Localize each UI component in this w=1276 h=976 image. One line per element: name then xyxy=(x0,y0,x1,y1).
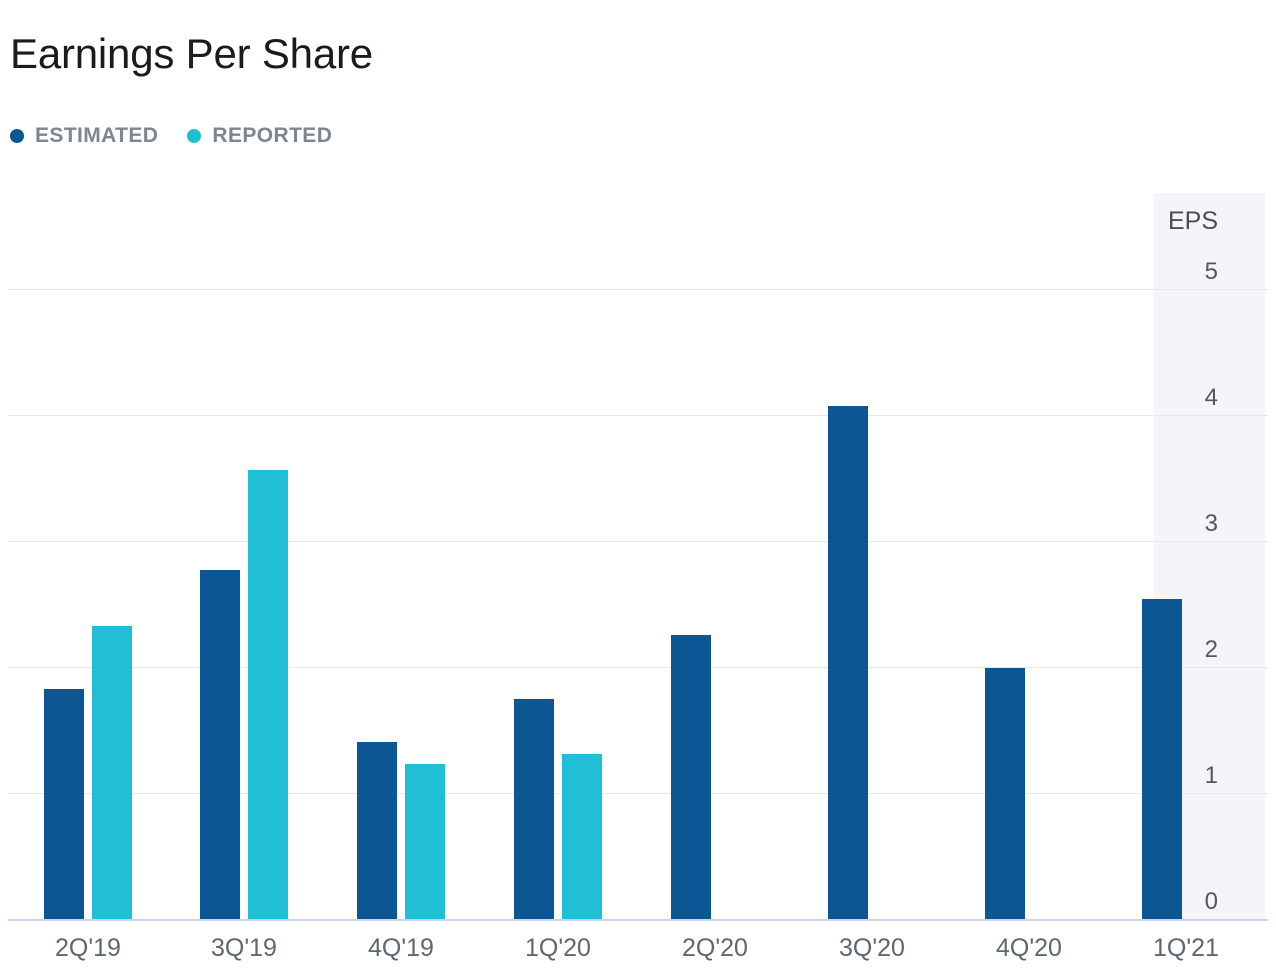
y-axis-tick-label: 0 xyxy=(1204,888,1218,915)
y-axis-tick-label: 3 xyxy=(1204,510,1218,537)
bar-estimated-2q20[interactable] xyxy=(671,635,711,920)
y-axis-tick-label: 5 xyxy=(1204,258,1218,285)
y-axis-tick-label: 4 xyxy=(1204,384,1218,411)
bar-estimated-4q19[interactable] xyxy=(357,742,397,920)
estimated-legend-dot-icon xyxy=(10,129,24,143)
x-axis-label: 3Q'20 xyxy=(839,934,905,962)
legend-item-estimated[interactable]: ESTIMATED xyxy=(10,124,158,148)
y-axis-tick-label: 1 xyxy=(1204,762,1218,789)
x-axis-label: 3Q'19 xyxy=(211,934,277,962)
chart-title: Earnings Per Share xyxy=(10,30,373,78)
legend-label-estimated: ESTIMATED xyxy=(35,124,159,147)
legend-item-reported[interactable]: REPORTED xyxy=(187,124,332,148)
legend-label-reported: REPORTED xyxy=(212,124,333,147)
x-axis-line xyxy=(8,919,1268,921)
y-axis-title: EPS xyxy=(1167,207,1218,235)
gridline xyxy=(8,541,1268,542)
gridline xyxy=(8,289,1268,290)
x-axis-label: 2Q'19 xyxy=(55,934,121,962)
bar-estimated-3q19[interactable] xyxy=(200,570,240,920)
bar-reported-2q19[interactable] xyxy=(92,626,132,920)
legend: ESTIMATED REPORTED xyxy=(10,124,332,148)
gridline xyxy=(8,667,1268,668)
gridline xyxy=(8,415,1268,416)
y-axis-tick-label: 2 xyxy=(1204,636,1218,663)
bar-estimated-3q20[interactable] xyxy=(828,406,868,920)
x-axis-label: 4Q'19 xyxy=(368,934,434,962)
x-axis-label: 4Q'20 xyxy=(996,934,1062,962)
bar-estimated-2q19[interactable] xyxy=(44,689,84,920)
bar-reported-4q19[interactable] xyxy=(405,764,445,920)
x-axis-label: 1Q'20 xyxy=(525,934,591,962)
bar-estimated-1q20[interactable] xyxy=(514,699,554,920)
bar-estimated-1q21[interactable] xyxy=(1142,599,1182,920)
x-axis-label: 1Q'21 xyxy=(1153,934,1219,962)
bar-estimated-4q20[interactable] xyxy=(985,668,1025,920)
gridline xyxy=(8,793,1268,794)
bar-reported-1q20[interactable] xyxy=(562,754,602,920)
x-axis-label: 2Q'20 xyxy=(682,934,748,962)
bar-reported-3q19[interactable] xyxy=(248,470,288,920)
reported-legend-dot-icon xyxy=(187,129,202,143)
